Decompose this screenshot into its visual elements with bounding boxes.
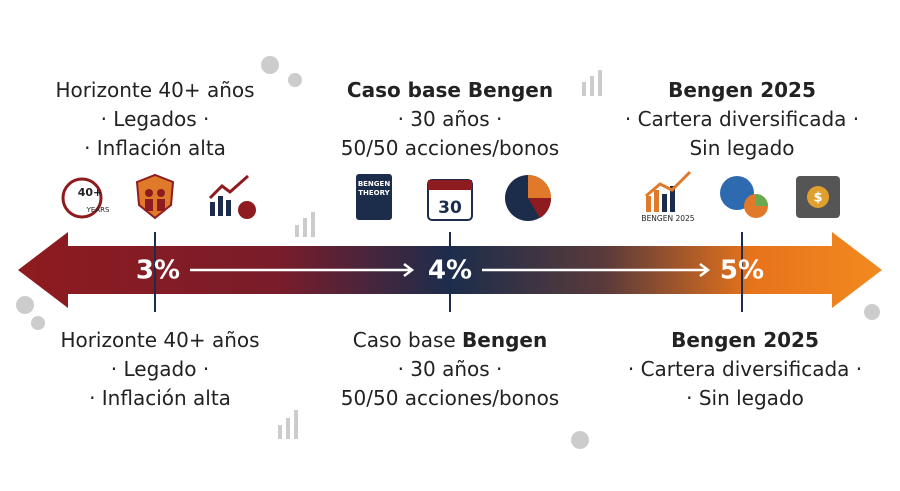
top-block: Caso base Bengen · 30 años · 50/50 accio…: [300, 76, 600, 163]
text-line: · 30 años ·: [397, 107, 503, 131]
text-line: Caso base Bengen: [346, 78, 554, 102]
calendar-icon: 30: [427, 179, 473, 221]
inflation-icon: [208, 174, 256, 219]
connectors: [190, 263, 711, 277]
text-line: Horizonte 40+ años: [60, 328, 260, 352]
text-line: · Legado ·: [110, 357, 210, 381]
rate: 5%: [720, 256, 764, 286]
globe-icon: [720, 176, 768, 218]
book-icon: BENGEN THEORY: [356, 174, 392, 220]
text-line: · Legados ·: [100, 107, 210, 131]
chart-icon: BENGEN 2025: [641, 170, 695, 223]
text-line: Caso base Bengen: [300, 326, 600, 355]
ticks: [154, 232, 743, 312]
text-line: · 30 años ·: [397, 357, 503, 381]
bottom-block: Bengen 2025 · Cartera diversificada · · …: [595, 326, 895, 413]
bottom-block: Horizonte 40+ años · Legado · · Inflació…: [10, 326, 310, 413]
icon-text: BENGEN THEORY: [357, 180, 391, 197]
text-line: 50/50 acciones/bonos: [340, 386, 560, 410]
text-line: Sin legado: [689, 136, 795, 160]
icon-text: BENGEN 2025: [641, 214, 694, 223]
text-line: · Cartera diversificada ·: [627, 357, 863, 381]
rate: 4%: [428, 256, 472, 286]
text-part: Caso base: [352, 328, 463, 352]
text-line: · Cartera diversificada ·: [624, 107, 860, 131]
decorations: [16, 56, 880, 449]
clock-icon: 40+ YEARS: [61, 177, 110, 219]
text-line: Bengen 2025: [668, 78, 816, 102]
bottom-block: Caso base Bengen · 30 años · 50/50 accio…: [300, 326, 600, 413]
shield-icon: [135, 173, 175, 220]
text-part: Bengen: [462, 328, 548, 352]
icon-text: 40+: [78, 186, 103, 199]
text-line: 50/50 acciones/bonos: [340, 136, 560, 160]
pie-icon: [505, 175, 552, 221]
text-line: · Sin legado: [686, 386, 804, 410]
text-line: Horizonte 40+ años: [55, 78, 255, 102]
text-line: · Inflación alta: [84, 136, 226, 160]
top-block: Horizonte 40+ años · Legados · · Inflaci…: [5, 76, 305, 163]
icon-text: YEARS: [86, 206, 110, 214]
top-block: Bengen 2025 · Cartera diversificada · Si…: [592, 76, 892, 163]
icon-text: $: [813, 191, 822, 206]
safe-icon: $: [796, 176, 840, 218]
text-line: · Inflación alta: [89, 386, 231, 410]
icon-text: 30: [438, 198, 462, 218]
rate: 3%: [136, 256, 180, 286]
text-line: Bengen 2025: [671, 328, 819, 352]
